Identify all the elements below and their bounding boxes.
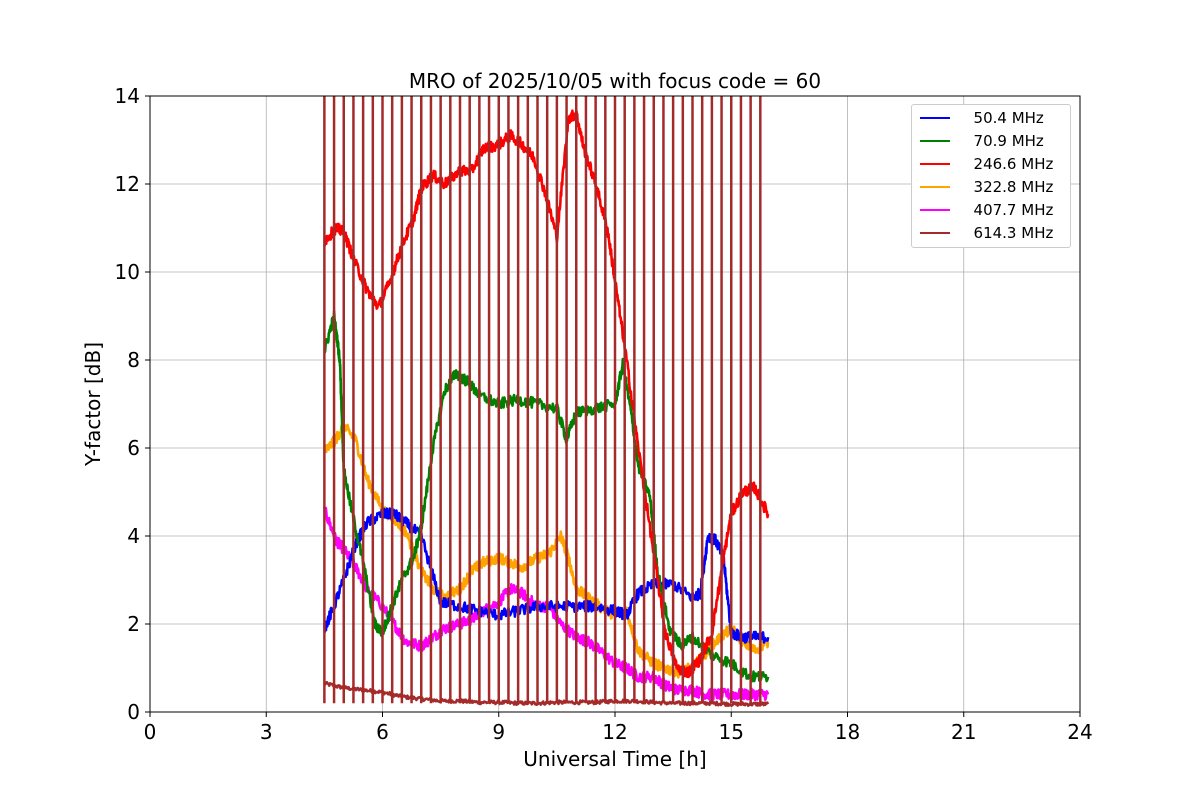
legend-swatch [920, 232, 950, 234]
legend: 50.4 MHz 70.9 MHz 246.6 MHz 322.8 MHz 40… [911, 104, 1071, 248]
x-tick-label: 21 [951, 720, 976, 744]
y-tick-label: 6 [127, 436, 140, 460]
legend-item: 50.4 MHz [912, 108, 1072, 128]
legend-item: 322.8 MHz [912, 177, 1072, 197]
series-line [323, 109, 770, 679]
legend-label: 246.6 MHz [964, 155, 1054, 173]
x-tick-label: 0 [144, 720, 157, 744]
x-tick-label: 6 [376, 720, 389, 744]
chart-title: MRO of 2025/10/05 with focus code = 60 [409, 69, 821, 93]
y-tick-label: 8 [127, 348, 140, 372]
y-tick-label: 12 [115, 172, 140, 196]
x-tick-label: 3 [260, 720, 273, 744]
legend-swatch [920, 186, 950, 188]
y-axis-ticks: 0 2 4 6 8 10 12 14 [115, 84, 150, 724]
legend-label: 322.8 MHz [964, 178, 1054, 196]
legend-item: 407.7 MHz [912, 200, 1072, 220]
x-tick-label: 24 [1067, 720, 1092, 744]
spike-layer [323, 96, 762, 704]
y-tick-label: 2 [127, 612, 140, 636]
legend-item: 70.9 MHz [912, 131, 1072, 151]
legend-swatch [920, 209, 950, 211]
y-axis-label: Y-factor [dB] [81, 342, 105, 467]
y-tick-label: 14 [115, 84, 140, 108]
legend-swatch [920, 163, 950, 165]
x-axis-label: Universal Time [h] [523, 747, 706, 771]
y-tick-label: 10 [115, 260, 140, 284]
legend-item: 614.3 MHz [912, 223, 1072, 243]
y-tick-label: 4 [127, 524, 140, 548]
legend-label: 614.3 MHz [964, 224, 1054, 242]
y-tick-label: 0 [127, 700, 140, 724]
x-tick-label: 12 [602, 720, 627, 744]
x-tick-label: 18 [835, 720, 860, 744]
legend-label: 70.9 MHz [964, 132, 1044, 150]
legend-swatch [920, 140, 950, 142]
x-tick-label: 9 [492, 720, 505, 744]
legend-item: 246.6 MHz [912, 154, 1072, 174]
legend-label: 407.7 MHz [964, 201, 1054, 219]
x-tick-label: 15 [719, 720, 744, 744]
legend-label: 50.4 MHz [964, 109, 1044, 127]
legend-swatch [920, 117, 950, 119]
x-axis-ticks: 0 3 6 9 12 15 18 21 24 [144, 712, 1093, 744]
